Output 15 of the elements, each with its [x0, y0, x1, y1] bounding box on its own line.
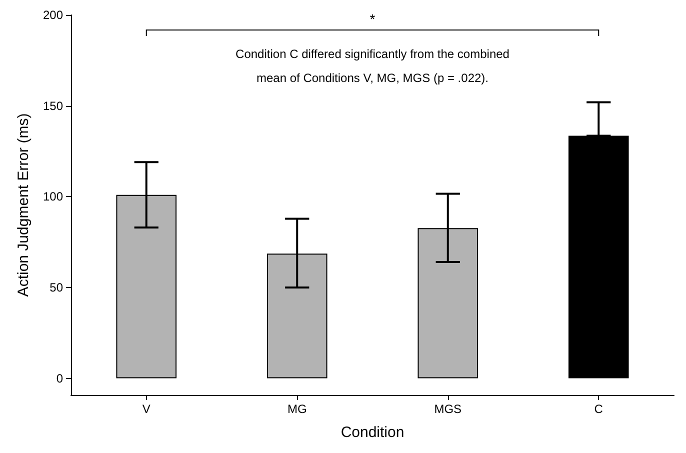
x-tick-label: V — [142, 402, 150, 416]
x-tick-label: MG — [287, 402, 307, 416]
y-tick-label: 0 — [56, 371, 64, 386]
bar — [568, 136, 629, 378]
y-tick-label: 200 — [42, 8, 64, 22]
x-tick-label: C — [594, 402, 604, 416]
y-tick-label: 150 — [42, 98, 64, 113]
annotation: * — [370, 11, 376, 27]
y-tick-label: 100 — [42, 190, 64, 204]
y-tick-label: 50 — [50, 280, 64, 294]
y-axis-title: Action Judgment Error (ms) — [15, 113, 32, 297]
annotation: Condition C differed significantly from the combined — [236, 47, 510, 61]
x-tick-label: MGS — [434, 402, 462, 416]
x-axis-title: Condition — [340, 424, 404, 441]
annotation: mean of Conditions V, MG, MGS (p = .022). — [256, 71, 488, 85]
